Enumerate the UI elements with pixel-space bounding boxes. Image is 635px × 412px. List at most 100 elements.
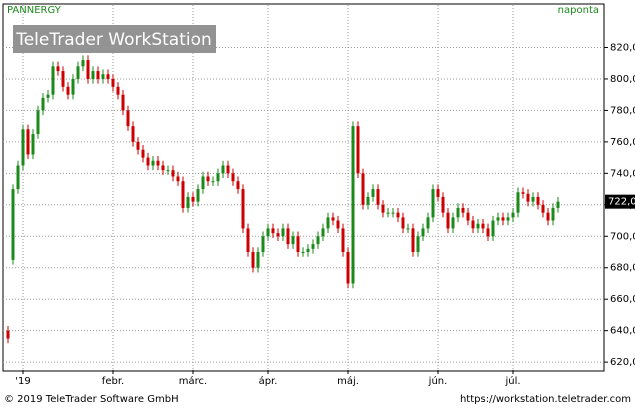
candle-body — [76, 66, 80, 79]
candle-body — [291, 236, 295, 245]
candle-body — [101, 74, 105, 79]
last-price-box — [605, 194, 635, 209]
y-tick-label: 700,0 — [610, 231, 635, 242]
candle-body — [466, 212, 470, 221]
candle-body — [431, 189, 435, 218]
y-tick-label: 760,0 — [610, 137, 635, 148]
candle-body — [91, 71, 95, 79]
y-tick-label: 680,0 — [610, 263, 635, 274]
candle-body — [151, 160, 155, 166]
x-tick-label: ápr. — [259, 375, 278, 387]
y-tick-label: 640,0 — [610, 326, 635, 337]
candle-body — [421, 228, 425, 237]
candle-body — [11, 189, 15, 260]
candle-body — [451, 217, 455, 229]
candle-body — [196, 189, 200, 202]
candle-body — [86, 60, 90, 79]
candle-body — [411, 228, 415, 253]
candle-body — [386, 212, 390, 214]
candle-body — [191, 196, 195, 202]
candle-body — [361, 173, 365, 205]
candle-body — [481, 223, 485, 229]
candle-body — [461, 207, 465, 213]
candle-body — [441, 196, 445, 213]
candle-body — [521, 192, 525, 194]
candle-body — [506, 217, 510, 221]
candle-body — [171, 170, 175, 177]
candle-body — [356, 126, 360, 174]
plot-frame — [2, 3, 605, 372]
candle-body — [326, 217, 330, 229]
candle-body — [416, 236, 420, 253]
candle-body — [316, 236, 320, 245]
candle-body — [116, 86, 120, 95]
candle-body — [511, 212, 515, 218]
candle-body — [61, 71, 65, 87]
candle-body — [501, 217, 505, 221]
candle-body — [331, 217, 335, 221]
candle-body — [301, 252, 305, 254]
candle-body — [396, 212, 400, 218]
candle-body — [261, 236, 265, 253]
chart-title: PANNERGY — [7, 5, 62, 16]
candle-body — [366, 196, 370, 205]
y-tick-label: 820,0 — [610, 42, 635, 53]
candle-body — [161, 165, 165, 171]
watermark-box — [13, 25, 216, 53]
candle-body — [251, 252, 255, 268]
candle-body — [496, 217, 500, 221]
candle-body — [126, 110, 130, 127]
candle-body — [31, 134, 35, 155]
candle-body — [311, 244, 315, 249]
candle-body — [286, 228, 290, 245]
candle-body — [211, 181, 215, 183]
candle-body — [241, 189, 245, 229]
candle-body — [56, 66, 60, 72]
candle-body — [296, 236, 300, 253]
candle-body — [556, 201, 560, 208]
candle-body — [486, 228, 490, 237]
candle-body — [131, 126, 135, 142]
chart-subtitle: naponta — [558, 5, 599, 16]
candle-body — [216, 173, 220, 182]
candle-body — [376, 189, 380, 205]
x-tick-label: máj. — [337, 375, 359, 387]
candle-body — [471, 220, 475, 229]
candle-body — [336, 220, 340, 229]
candle-body — [146, 157, 150, 166]
candle-body — [391, 212, 395, 214]
y-tick-label: 740,0 — [610, 168, 635, 179]
x-tick-label: '19 — [15, 376, 30, 387]
candle-body — [541, 204, 545, 213]
y-tick-label: 800,0 — [610, 74, 635, 85]
candle-body — [401, 217, 405, 229]
candle-body — [36, 110, 40, 135]
candle-body — [21, 129, 25, 166]
candle-body — [6, 330, 10, 339]
footer-right: https://workstation.teletrader.com — [460, 394, 631, 405]
candle-body — [526, 193, 530, 202]
candle-body — [351, 126, 355, 284]
x-tick-label: febr. — [102, 376, 124, 387]
candle-body — [456, 207, 460, 218]
candle-body — [236, 181, 240, 190]
candle-body — [551, 207, 555, 221]
candle-body — [406, 228, 410, 230]
candle-body — [426, 217, 430, 229]
candle-body — [181, 181, 185, 208]
candle-body — [41, 97, 45, 111]
candle-body — [341, 228, 345, 253]
candle-body — [156, 160, 160, 166]
candle-body — [476, 223, 480, 229]
candle-body — [516, 192, 520, 213]
candle-body — [51, 66, 55, 95]
candle-body — [141, 149, 145, 158]
candle-body — [306, 248, 310, 253]
candle-body — [221, 165, 225, 174]
x-tick-label: márc. — [179, 375, 207, 387]
candle-body — [531, 196, 535, 202]
candle-body — [166, 170, 170, 172]
x-tick-label: jún. — [428, 375, 448, 387]
